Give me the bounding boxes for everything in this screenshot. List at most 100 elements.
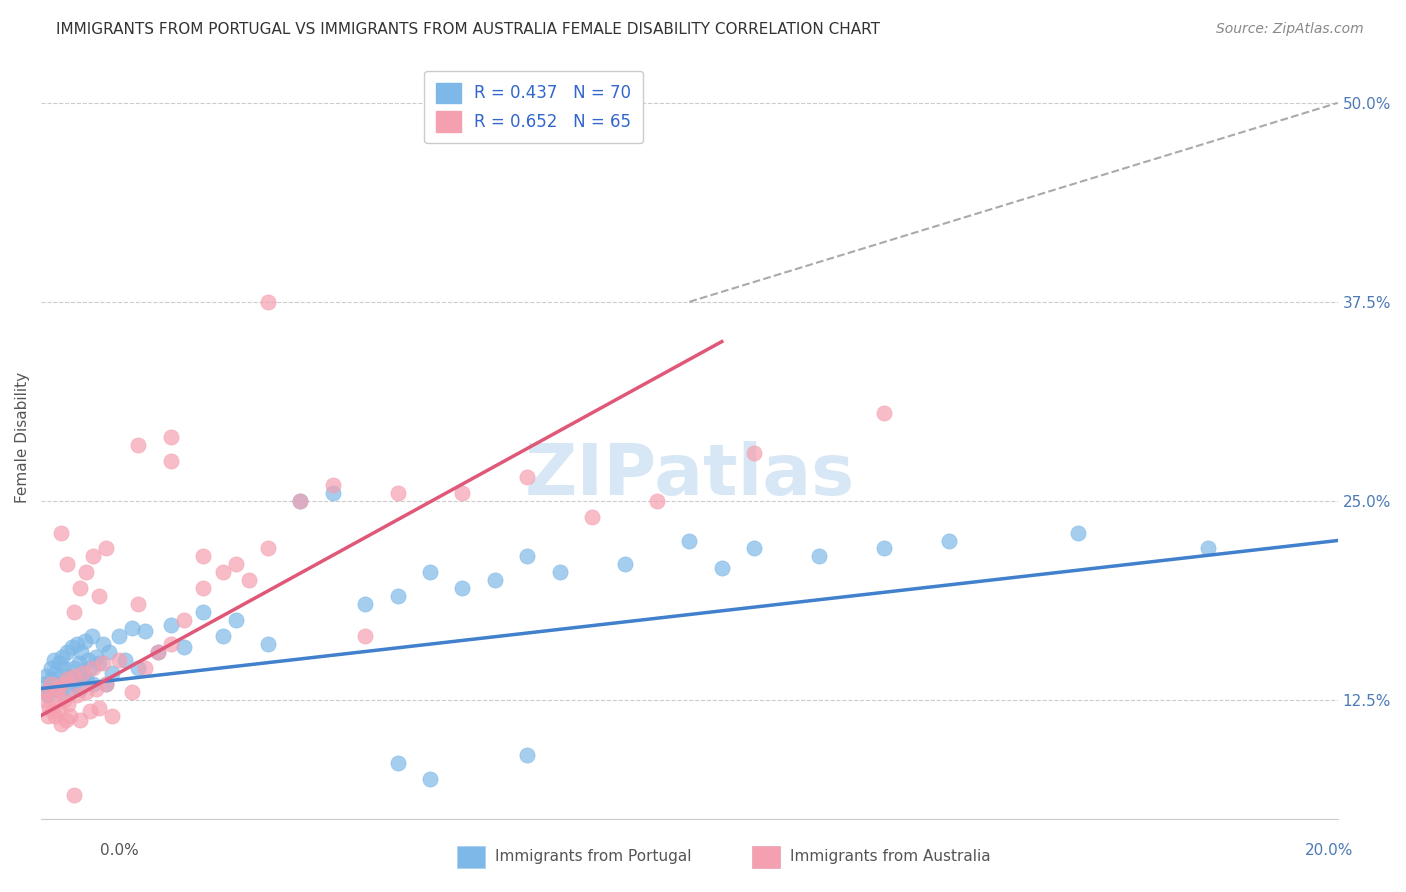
Legend: R = 0.437   N = 70, R = 0.652   N = 65: R = 0.437 N = 70, R = 0.652 N = 65 (425, 71, 643, 144)
Point (89, 656, 111, 670)
Point (322, 485, 344, 500)
Point (581, 509, 603, 524)
Point (72, 669, 94, 683)
Point (173, 613, 195, 627)
Point (101, 665, 124, 680)
Point (354, 629, 377, 643)
Point (114, 653, 136, 667)
Point (211, 566, 233, 580)
Bar (752, 846, 780, 868)
Point (354, 597, 377, 611)
Point (69, 681, 91, 696)
Point (451, 581, 474, 595)
Point (193, 581, 215, 595)
Point (121, 684, 143, 698)
Point (82, 549, 104, 564)
Point (645, 493, 668, 508)
Point (159, 454, 181, 468)
Point (84, 681, 107, 696)
Point (108, 653, 131, 667)
Point (62, 788, 84, 802)
Point (66, 637, 89, 651)
Point (516, 549, 538, 564)
Text: Immigrants from Australia: Immigrants from Australia (790, 849, 991, 863)
Point (39, 677, 62, 691)
Point (56, 558, 79, 572)
Point (67, 656, 90, 670)
Point (72, 665, 94, 680)
Point (62, 605, 84, 619)
Point (808, 549, 831, 564)
Point (49, 716, 72, 731)
Point (1067, 525, 1090, 540)
Point (94, 677, 117, 691)
Point (193, 605, 215, 619)
Point (134, 661, 156, 675)
Point (44, 665, 66, 680)
Point (238, 574, 260, 588)
Point (146, 645, 169, 659)
Point (76, 672, 98, 686)
Point (84, 649, 107, 664)
Point (193, 549, 215, 564)
Point (46, 681, 69, 696)
Point (46, 677, 69, 691)
Point (69, 581, 91, 595)
Point (387, 756, 409, 771)
Point (225, 613, 247, 627)
Point (59, 708, 82, 723)
Point (91, 656, 114, 670)
Point (34, 692, 56, 706)
Point (82, 661, 104, 675)
Point (516, 748, 538, 763)
Point (159, 637, 181, 651)
Text: IMMIGRANTS FROM PORTUGAL VS IMMIGRANTS FROM AUSTRALIA FEMALE DISABILITY CORRELAT: IMMIGRANTS FROM PORTUGAL VS IMMIGRANTS F… (56, 22, 880, 37)
Point (127, 597, 149, 611)
Point (48, 700, 70, 714)
Point (322, 478, 344, 492)
Point (70, 645, 93, 659)
Point (108, 629, 131, 643)
Text: Source: ZipAtlas.com: Source: ZipAtlas.com (1216, 22, 1364, 37)
Point (34, 677, 56, 691)
Point (516, 470, 538, 484)
Point (94, 541, 117, 556)
Point (75, 633, 97, 648)
Point (710, 560, 733, 574)
Point (79, 704, 101, 718)
Point (66, 688, 89, 702)
Point (548, 566, 571, 580)
Text: 20.0%: 20.0% (1305, 843, 1353, 858)
Point (49, 684, 72, 698)
Point (387, 589, 409, 603)
Point (101, 708, 124, 723)
Point (62, 669, 84, 683)
Point (35, 669, 58, 683)
Point (613, 558, 636, 572)
Point (35, 684, 58, 698)
Point (42, 688, 65, 702)
Point (159, 430, 181, 444)
Point (89, 589, 111, 603)
Point (938, 533, 960, 548)
Point (451, 485, 474, 500)
Point (94, 677, 117, 691)
Point (121, 621, 143, 635)
Point (159, 618, 181, 632)
Point (82, 677, 104, 691)
Point (387, 485, 409, 500)
Point (63, 677, 86, 691)
Point (42, 653, 65, 667)
Point (173, 640, 195, 655)
Text: Immigrants from Portugal: Immigrants from Portugal (495, 849, 692, 863)
Point (257, 294, 280, 309)
Point (290, 493, 312, 508)
Point (37, 688, 59, 702)
Point (1197, 541, 1219, 556)
Point (76, 684, 98, 698)
Point (38, 700, 60, 714)
Point (678, 533, 700, 548)
Point (98, 645, 121, 659)
Point (257, 541, 280, 556)
Point (51, 649, 73, 664)
